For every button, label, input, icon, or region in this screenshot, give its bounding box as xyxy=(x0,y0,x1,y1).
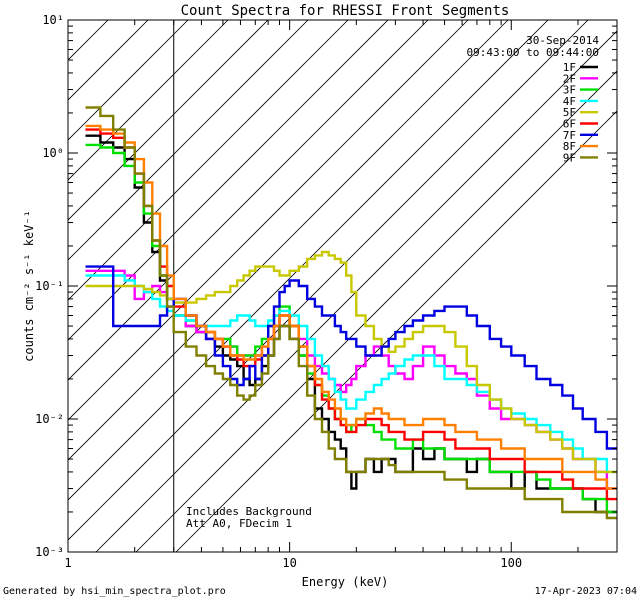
y-tick-label: 10⁻¹ xyxy=(35,279,64,293)
x-axis-label: Energy (keV) xyxy=(302,575,389,589)
legend-label-6f: 6F xyxy=(563,118,576,131)
legend-label-9f: 9F xyxy=(563,151,576,164)
legend-label-5f: 5F xyxy=(563,106,576,119)
y-tick-label: 10¹ xyxy=(42,13,64,27)
observation-time-range: 09:43:00 to 09:44:00 xyxy=(467,46,599,59)
legend-label-2f: 2F xyxy=(563,72,576,85)
axis-ticks: 1 10 100 10⁻³ 10⁻² 10⁻¹ 10⁰ 10¹ xyxy=(35,13,618,570)
observation-date: 30-Sep-2014 xyxy=(526,34,599,47)
y-axis-label: counts cm⁻² s⁻¹ keV⁻¹ xyxy=(22,210,36,362)
footer-timestamp: 17-Apr-2023 07:04 xyxy=(535,586,637,597)
legend-label-4f: 4F xyxy=(563,95,576,108)
legend-label-1f: 1F xyxy=(563,61,576,74)
annotation-attenuator: Att A0, FDecim 1 xyxy=(186,517,292,530)
legend-label-7f: 7F xyxy=(563,129,576,142)
legend-label-3f: 3F xyxy=(563,84,576,97)
y-tick-label: 10⁻³ xyxy=(35,545,64,559)
series-line-5f xyxy=(85,250,617,474)
series-layer xyxy=(85,106,617,520)
x-tick-label: 1 xyxy=(64,556,71,570)
series-line-2f xyxy=(85,269,617,490)
annotation-background: Includes Background xyxy=(186,505,312,518)
y-tick-label: 10⁰ xyxy=(42,146,64,160)
series-line-9f xyxy=(85,106,617,520)
y-tick-label: 10⁻² xyxy=(35,412,64,426)
series-line-8f xyxy=(85,124,617,490)
chart-title: Count Spectra for RHESSI Front Segments xyxy=(181,3,510,19)
footer-generated-by: Generated by hsi_min_spectra_plot.pro xyxy=(3,586,226,597)
x-tick-label: 100 xyxy=(500,556,522,570)
hatch-lines xyxy=(68,20,617,552)
legend-label-8f: 8F xyxy=(563,140,576,153)
x-tick-label: 10 xyxy=(282,556,296,570)
